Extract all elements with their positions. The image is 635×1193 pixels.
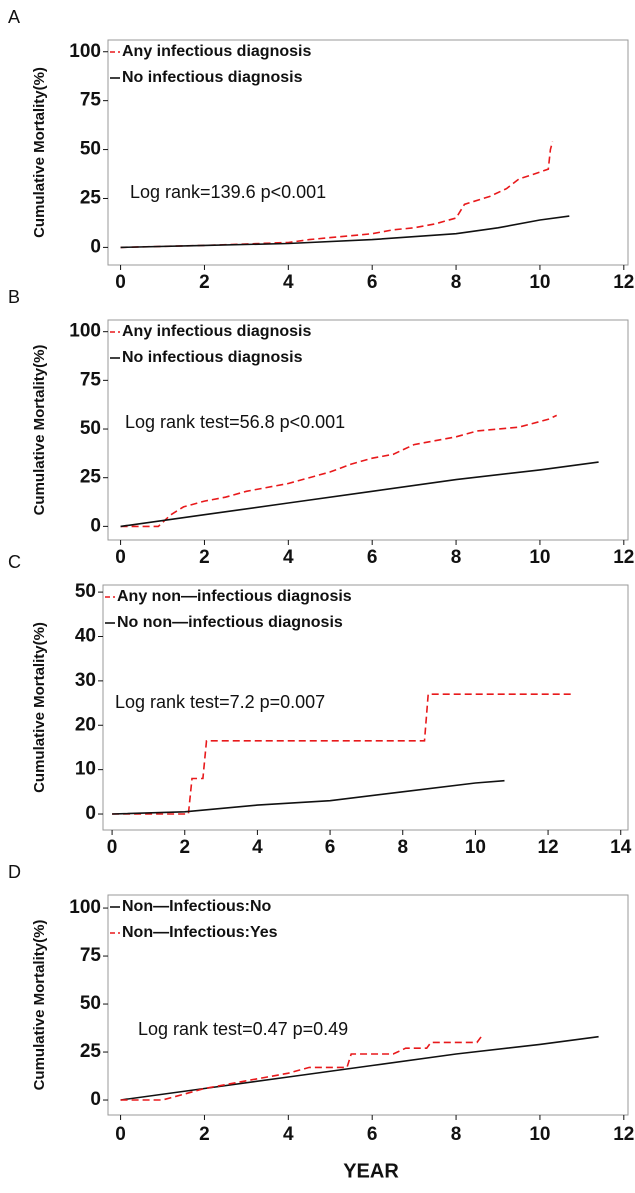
y-tick-label: 100 — [69, 41, 101, 62]
x-tick-label: 12 — [613, 1124, 634, 1145]
x-tick-label: 4 — [252, 837, 263, 858]
legend-label: No infectious diagnosis — [122, 69, 303, 86]
x-tick-label: 8 — [451, 547, 462, 568]
x-tick-label: 8 — [451, 272, 462, 293]
x-tick-label: 6 — [325, 837, 336, 858]
x-tick-label: 14 — [610, 837, 632, 858]
x-tick-label: 4 — [283, 1124, 294, 1145]
y-tick-label: 25 — [80, 467, 102, 488]
y-tick-label: 100 — [69, 897, 101, 918]
y-tick-label: 50 — [80, 139, 101, 160]
annotation: Log rank test=7.2 p=0.007 — [115, 692, 325, 712]
y-tick-label: 75 — [80, 945, 102, 966]
legend-label: Any infectious diagnosis — [122, 43, 311, 60]
x-axis-label: YEAR — [343, 1160, 399, 1182]
x-tick-label: 12 — [537, 837, 558, 858]
x-tick-label: 6 — [367, 272, 378, 293]
legend-label: Non—Infectious:No — [122, 898, 272, 915]
x-tick-label: 0 — [115, 272, 126, 293]
x-tick-label: 2 — [199, 272, 210, 293]
x-tick-label: 4 — [283, 547, 294, 568]
plot-frame — [107, 319, 629, 541]
panel-label: B — [8, 287, 20, 307]
y-tick-label: 0 — [90, 1089, 101, 1110]
x-tick-label: 0 — [107, 837, 118, 858]
legend-label: Non—Infectious:Yes — [122, 924, 278, 941]
y-tick-label: 75 — [80, 90, 102, 111]
y-tick-label: 30 — [75, 670, 96, 691]
legend-label: No infectious diagnosis — [122, 349, 303, 366]
y-tick-label: 50 — [75, 581, 96, 602]
plot-frame — [107, 39, 629, 266]
survival-line — [120, 461, 599, 528]
y-tick-label: 50 — [80, 993, 101, 1014]
y-tick-label: 25 — [80, 187, 102, 208]
y-tick-label: 75 — [80, 369, 102, 390]
x-tick-label: 10 — [529, 272, 550, 293]
y-tick-label: 10 — [75, 759, 96, 780]
x-tick-label: 0 — [115, 547, 126, 568]
survival-line — [120, 141, 554, 249]
y-axis-label: Cumulative Mortality(%) — [31, 622, 48, 793]
x-tick-label: 4 — [283, 272, 294, 293]
x-tick-label: 10 — [465, 837, 486, 858]
y-tick-label: 25 — [80, 1041, 102, 1062]
survival-line — [120, 1036, 482, 1101]
x-tick-label: 6 — [367, 547, 378, 568]
survival-line — [120, 414, 558, 528]
y-tick-label: 100 — [69, 321, 101, 342]
x-tick-label: 6 — [367, 1124, 378, 1145]
y-tick-label: 20 — [75, 714, 96, 735]
x-tick-label: 2 — [199, 547, 210, 568]
annotation: Log rank test=56.8 p<0.001 — [125, 412, 345, 432]
y-tick-label: 50 — [80, 418, 101, 439]
legend-label: No non—infectious diagnosis — [117, 614, 343, 631]
x-tick-label: 12 — [613, 272, 634, 293]
panel-label: D — [8, 862, 21, 882]
legend-label: Any non—infectious diagnosis — [117, 588, 352, 605]
y-tick-label: 40 — [75, 626, 96, 647]
y-tick-label: 0 — [85, 803, 96, 824]
x-tick-label: 8 — [451, 1124, 462, 1145]
panel-label: C — [8, 552, 21, 572]
survival-line — [120, 215, 570, 249]
legend-label: Any infectious diagnosis — [122, 323, 311, 340]
y-tick-label: 0 — [90, 236, 101, 257]
annotation: Log rank test=0.47 p=0.49 — [138, 1019, 348, 1039]
y-axis-label: Cumulative Mortality(%) — [31, 345, 48, 516]
annotation: Log rank=139.6 p<0.001 — [130, 182, 326, 202]
x-tick-label: 12 — [613, 547, 634, 568]
x-tick-label: 2 — [179, 837, 190, 858]
plot-frame — [107, 894, 629, 1116]
x-tick-label: 8 — [397, 837, 408, 858]
x-tick-label: 10 — [529, 1124, 550, 1145]
panel-label: A — [8, 7, 20, 27]
plot-frame — [102, 584, 629, 831]
survival-line — [120, 1035, 599, 1101]
x-tick-label: 0 — [115, 1124, 126, 1145]
y-axis-label: Cumulative Mortality(%) — [31, 920, 48, 1091]
x-tick-label: 10 — [529, 547, 550, 568]
y-axis-label: Cumulative Mortality(%) — [31, 67, 48, 238]
x-tick-label: 2 — [199, 1124, 210, 1145]
survival-line — [112, 779, 505, 815]
y-tick-label: 0 — [90, 515, 101, 536]
survival-line — [112, 693, 574, 815]
